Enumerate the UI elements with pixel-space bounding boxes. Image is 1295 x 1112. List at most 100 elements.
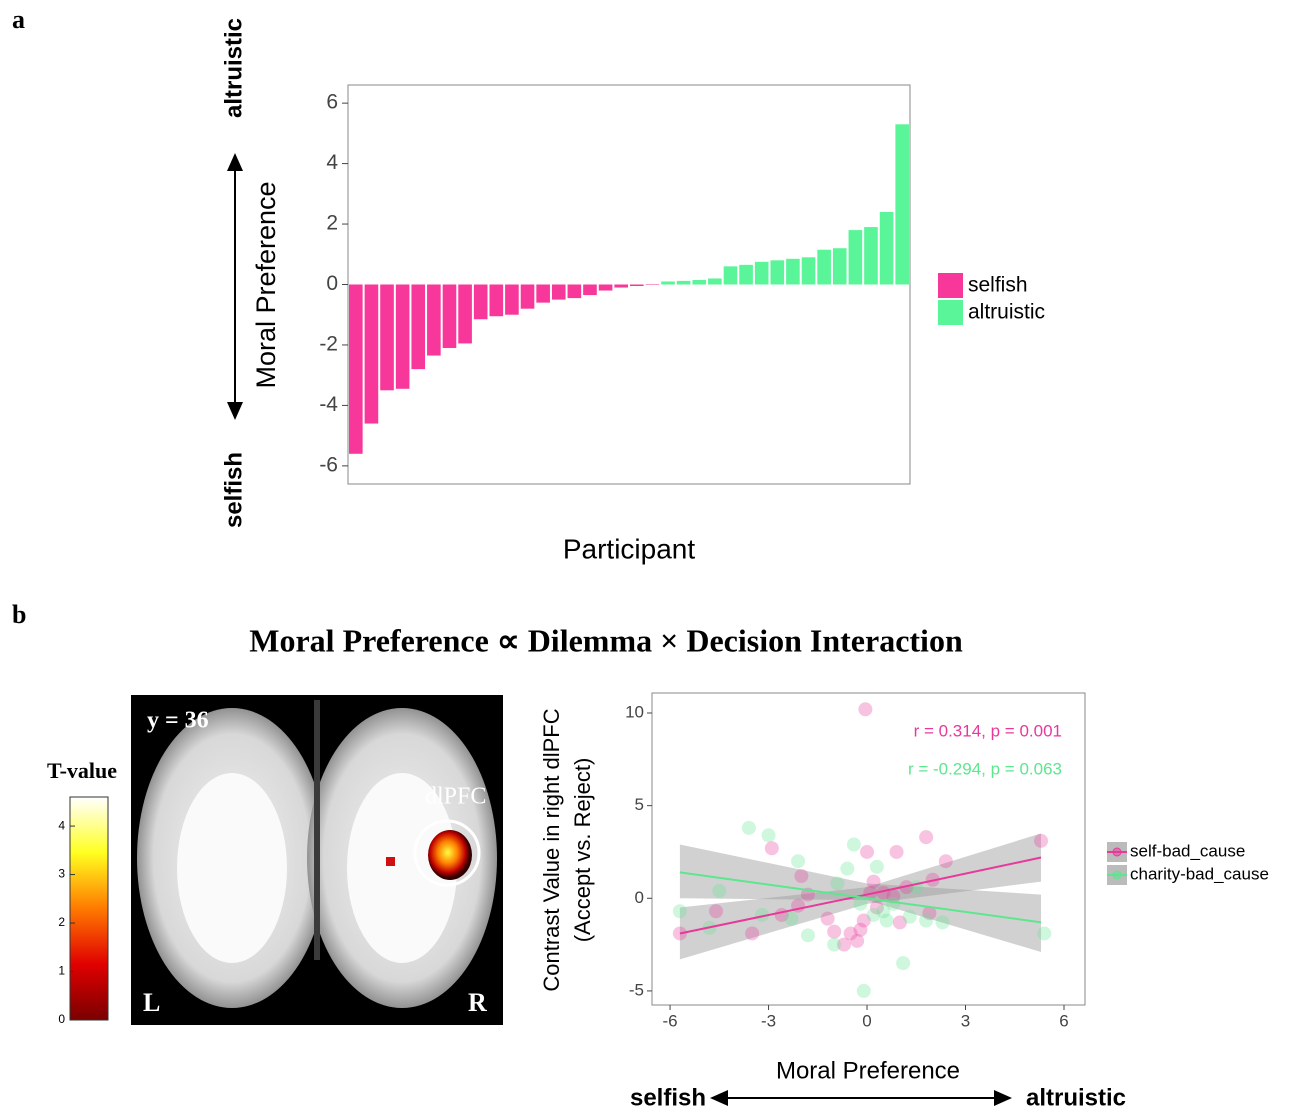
y-tick-label: -6 [319, 453, 338, 476]
bar [895, 124, 909, 284]
x-axis-label: Moral Preference [776, 1057, 960, 1084]
data-point [903, 910, 917, 924]
colorbar-tick-label: 1 [58, 964, 65, 978]
data-point [709, 904, 723, 918]
colorbar-tick-label: 4 [58, 818, 65, 832]
data-point [827, 925, 841, 939]
bar [458, 285, 472, 344]
y-tick-label: -5 [629, 980, 644, 999]
bar [474, 285, 488, 320]
y-tick-label: -4 [319, 393, 338, 416]
data-point [896, 956, 910, 970]
legend-label: charity-bad_cause [1130, 864, 1269, 883]
x-tick-label: -3 [761, 1011, 776, 1030]
bar [849, 230, 863, 284]
bar [380, 285, 394, 391]
x-tick-label: 0 [862, 1011, 871, 1030]
y-axis-label: (Accept vs. Reject) [570, 758, 595, 943]
bar [692, 280, 706, 285]
hemisphere-label: L [143, 988, 160, 1017]
figure-title: Moral Preference ∝ Dilemma × Decision In… [249, 622, 963, 658]
data-point [673, 904, 687, 918]
y-axis-label: Moral Preference [251, 181, 281, 388]
x-tick-label: 6 [1059, 1011, 1068, 1030]
data-point [890, 845, 904, 859]
bar [568, 285, 582, 299]
bar [599, 285, 613, 291]
bar [646, 285, 660, 286]
bar [505, 285, 519, 315]
x-tick-label: -6 [662, 1011, 677, 1030]
bar [521, 285, 535, 309]
bar [614, 285, 628, 288]
bar [724, 266, 738, 284]
legend-label: self-bad_cause [1130, 841, 1245, 860]
y-axis-label: Contrast Value in right dlPFC [539, 708, 564, 991]
bar [365, 285, 379, 424]
data-point [870, 860, 884, 874]
y-tick-label: 0 [326, 272, 338, 295]
bar [817, 250, 831, 285]
y-tick-label: 4 [326, 151, 338, 174]
data-point [762, 828, 776, 842]
x-axis-label: Participant [563, 533, 696, 564]
legend-label: selfish [968, 274, 1028, 297]
legend-marker [1113, 871, 1121, 879]
bar [349, 285, 363, 454]
bar [443, 285, 457, 348]
bar [739, 265, 753, 285]
bar [536, 285, 550, 303]
colorbar-tick-label: 0 [58, 1012, 65, 1026]
data-point [791, 854, 805, 868]
data-point [860, 845, 874, 859]
x-tick-label: 3 [961, 1011, 970, 1030]
bar [786, 259, 800, 285]
legend-label: altruistic [968, 301, 1045, 324]
legend-swatch [938, 273, 963, 298]
panel-label: b [12, 600, 26, 629]
y-tick-label: 2 [326, 212, 338, 235]
bar [771, 260, 785, 284]
bar [583, 285, 597, 296]
bar [864, 227, 878, 284]
data-point [742, 821, 756, 835]
colorbar-title: T-value [47, 758, 117, 783]
legend-swatch [938, 300, 963, 325]
data-point [821, 912, 835, 926]
data-point [1037, 926, 1051, 940]
data-point [745, 926, 759, 940]
data-point [830, 876, 844, 890]
bar [708, 278, 722, 284]
data-point [794, 869, 808, 883]
data-point [857, 984, 871, 998]
stat-annotation: r = -0.294, p = 0.063 [908, 759, 1062, 778]
data-point [880, 914, 894, 928]
panel-label: a [12, 5, 25, 34]
stat-annotation: r = 0.314, p = 0.001 [914, 721, 1062, 740]
bar [490, 285, 504, 317]
y-tick-label: -2 [319, 333, 338, 356]
bar [552, 285, 566, 300]
data-point [847, 838, 861, 852]
region-label: dlPFC [425, 784, 486, 810]
bar [630, 285, 644, 287]
data-point [858, 702, 872, 716]
bar [833, 248, 847, 284]
y-tick-label: 10 [625, 702, 644, 721]
legend-marker [1113, 848, 1121, 856]
hemisphere-label: R [468, 988, 487, 1017]
data-point [867, 875, 881, 889]
colorbar-tick-label: 2 [58, 915, 65, 929]
direction-label: altruistic [1026, 1084, 1126, 1111]
bar [880, 212, 894, 285]
data-point [939, 854, 953, 868]
data-point [785, 912, 799, 926]
data-point [712, 884, 726, 898]
bar [396, 285, 410, 389]
bar [661, 281, 675, 284]
y-tick-label: 6 [326, 91, 338, 114]
data-point [827, 938, 841, 952]
brain-image [131, 695, 503, 1025]
data-point [919, 914, 933, 928]
direction-label: selfish [220, 452, 247, 528]
